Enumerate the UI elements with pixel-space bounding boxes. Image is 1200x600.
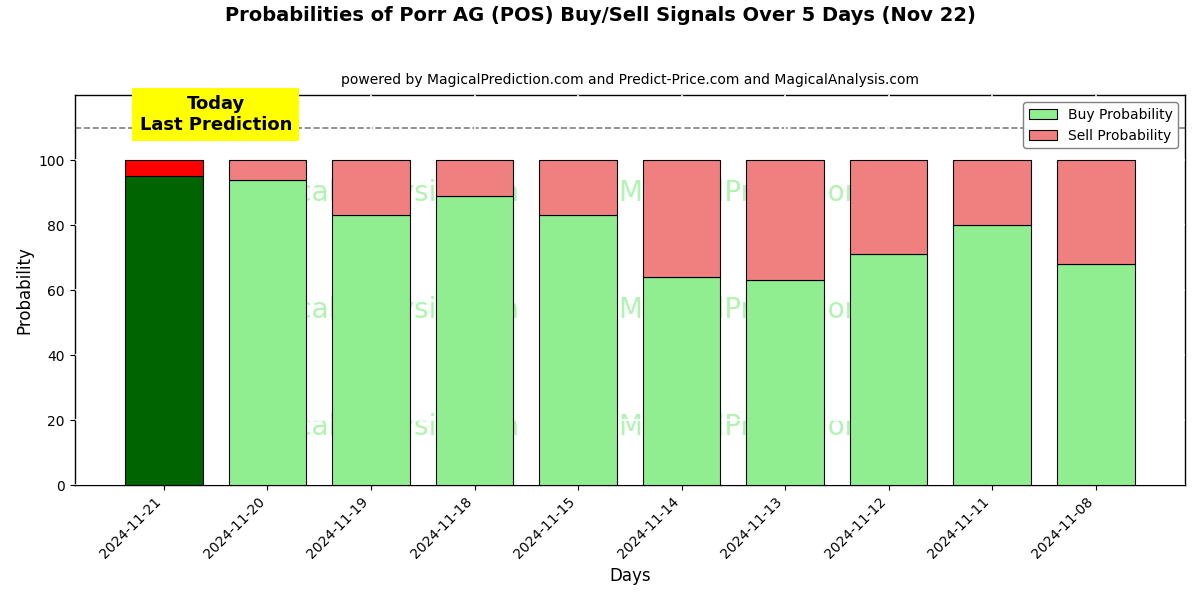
Bar <box>1057 160 1134 264</box>
Bar <box>643 160 720 277</box>
X-axis label: Days: Days <box>610 567 650 585</box>
Bar <box>850 254 928 485</box>
Bar <box>953 160 1031 225</box>
Text: MagicalPrediction.com: MagicalPrediction.com <box>618 179 930 206</box>
Legend: Buy Probability, Sell Probability: Buy Probability, Sell Probability <box>1024 102 1178 148</box>
Bar <box>125 176 203 485</box>
Bar <box>746 160 824 280</box>
Bar <box>1057 264 1134 485</box>
Bar <box>953 225 1031 485</box>
Bar <box>539 215 617 485</box>
Text: MagicalAnalysis.com: MagicalAnalysis.com <box>230 179 518 206</box>
Bar <box>436 160 514 196</box>
Bar <box>850 160 928 254</box>
Y-axis label: Probability: Probability <box>16 246 34 334</box>
Bar <box>643 277 720 485</box>
Bar <box>746 280 824 485</box>
Bar <box>332 215 410 485</box>
Text: Probabilities of Porr AG (POS) Buy/Sell Signals Over 5 Days (Nov 22): Probabilities of Porr AG (POS) Buy/Sell … <box>224 6 976 25</box>
Bar <box>539 160 617 215</box>
Bar <box>125 160 203 176</box>
Bar <box>229 160 306 179</box>
Bar <box>436 196 514 485</box>
Text: MagicalAnalysis.com: MagicalAnalysis.com <box>230 413 518 440</box>
Title: powered by MagicalPrediction.com and Predict-Price.com and MagicalAnalysis.com: powered by MagicalPrediction.com and Pre… <box>341 73 919 87</box>
Text: MagicalAnalysis.com: MagicalAnalysis.com <box>230 296 518 323</box>
Bar <box>332 160 410 215</box>
Text: MagicalPrediction.com: MagicalPrediction.com <box>618 413 930 440</box>
Text: MagicalPrediction.com: MagicalPrediction.com <box>618 296 930 323</box>
Bar <box>229 179 306 485</box>
Text: Today
Last Prediction: Today Last Prediction <box>139 95 292 134</box>
